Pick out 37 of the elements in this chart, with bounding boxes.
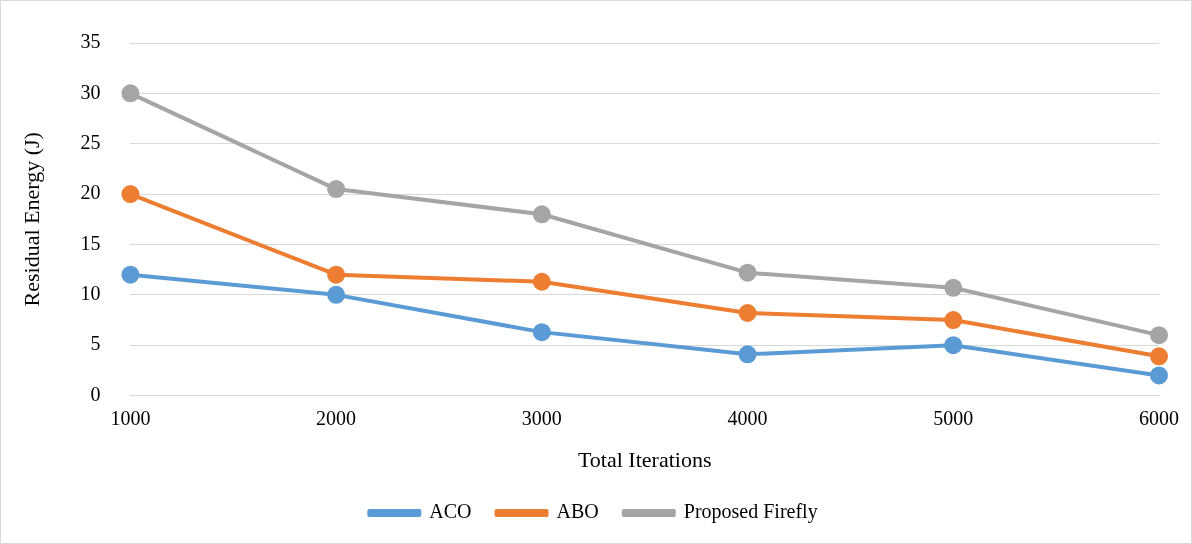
x-tick-label: 5000 xyxy=(933,406,974,429)
point xyxy=(532,272,551,291)
legend-label: ACO xyxy=(429,500,472,523)
legend-label: ABO xyxy=(556,500,599,523)
x-tick-label: 2000 xyxy=(316,406,357,429)
point xyxy=(121,84,140,103)
legend-label: Proposed Firefly xyxy=(683,500,818,524)
x-tick-label: 3000 xyxy=(521,406,562,429)
point xyxy=(327,180,346,199)
x-axis-title: Total Iterations xyxy=(577,446,712,472)
y-axis-title: Residual Energy (J) xyxy=(18,132,44,307)
y-tick-label: 0 xyxy=(90,382,101,405)
point xyxy=(1150,366,1168,385)
x-tick-label: 4000 xyxy=(727,406,768,429)
point xyxy=(532,323,551,342)
point xyxy=(738,303,757,322)
y-tick-label: 35 xyxy=(80,30,101,53)
y-tick-label: 5 xyxy=(90,332,101,355)
y-tick-label: 10 xyxy=(80,282,101,305)
point xyxy=(327,265,346,284)
point xyxy=(121,185,140,204)
point xyxy=(327,285,346,304)
y-tick-label: 25 xyxy=(80,130,101,153)
point xyxy=(738,345,757,364)
point xyxy=(944,278,963,297)
point xyxy=(1150,326,1168,345)
point xyxy=(121,265,140,284)
x-tick-label: 1000 xyxy=(110,406,151,429)
y-tick-label: 15 xyxy=(80,231,101,254)
y-tick-label: 30 xyxy=(80,80,101,103)
point xyxy=(738,263,757,282)
point xyxy=(944,336,963,355)
point xyxy=(1150,347,1168,366)
x-tick-label: 6000 xyxy=(1139,406,1179,429)
y-tick-label: 20 xyxy=(80,181,101,204)
point xyxy=(944,311,963,330)
point xyxy=(532,205,551,224)
